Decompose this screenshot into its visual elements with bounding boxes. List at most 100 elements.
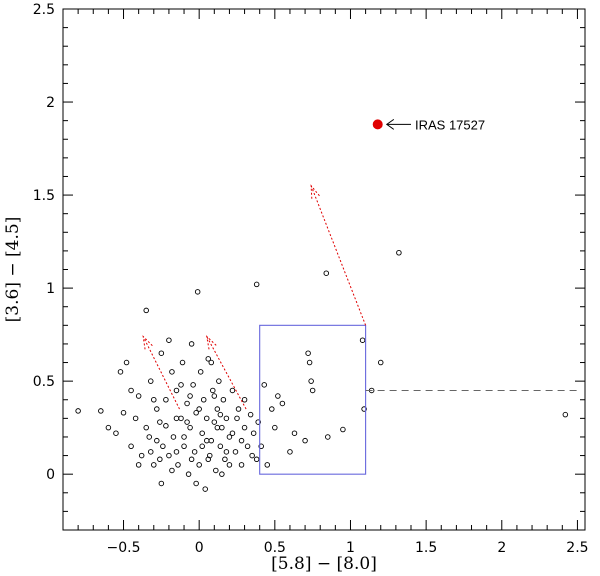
data-point <box>187 424 193 431</box>
data-point <box>269 406 275 412</box>
data-point <box>361 406 367 412</box>
y-tick-label: 2.5 <box>33 2 55 18</box>
data-point <box>135 393 142 399</box>
data-point <box>234 415 240 422</box>
y-tick-label: 0.5 <box>33 374 55 390</box>
data-point <box>208 359 215 366</box>
data-point <box>253 281 260 288</box>
x-tick-label: 2.5 <box>566 540 588 556</box>
data-point <box>123 359 130 366</box>
data-point <box>229 387 236 394</box>
data-point <box>160 443 166 450</box>
data-point <box>75 408 81 414</box>
data-point <box>173 449 180 455</box>
y-tick-label: 0 <box>46 467 55 483</box>
data-point <box>148 449 154 455</box>
data-point <box>287 449 293 455</box>
data-point <box>184 419 190 425</box>
data-point <box>222 456 228 463</box>
data-point <box>154 437 160 444</box>
x-tick-label: −0.5 <box>107 540 141 556</box>
data-point <box>163 423 169 429</box>
data-point <box>173 387 180 394</box>
axis-ticks <box>62 8 585 531</box>
data-point <box>272 424 278 431</box>
data-point <box>191 449 198 455</box>
data-point <box>279 400 286 407</box>
data-point <box>188 341 195 347</box>
data-point <box>211 393 218 399</box>
annotation-arrowhead <box>385 118 395 130</box>
y-tick-label: 1 <box>46 281 55 297</box>
x-tick-label: 0.5 <box>264 540 286 556</box>
reddening-vector <box>142 336 180 410</box>
data-point <box>157 456 163 463</box>
data-point <box>169 467 175 474</box>
x-tick-label: 1 <box>346 540 355 556</box>
data-point <box>226 462 233 468</box>
data-point <box>151 462 157 468</box>
data-point <box>214 406 221 412</box>
data-points <box>75 250 569 492</box>
data-point <box>143 424 149 431</box>
data-point <box>226 434 233 440</box>
data-point <box>244 443 251 450</box>
data-point <box>219 424 225 431</box>
y-tick-label: 2 <box>46 95 55 111</box>
data-point <box>175 462 181 468</box>
data-point <box>238 462 245 468</box>
annotation-label: IRAS 17527 <box>415 117 485 132</box>
x-axis-title: [5.8] − [8.0] <box>271 554 377 574</box>
y-tick-label: 1.5 <box>33 188 55 204</box>
data-point <box>211 419 218 425</box>
data-point <box>325 434 331 440</box>
data-point <box>261 382 267 388</box>
axis-tick-labels: −0.5 0 0.5 1 1.5 2 2.5 0 0.5 1 1.5 2 2.5 <box>33 2 589 556</box>
data-point <box>275 393 281 399</box>
data-point <box>199 430 205 436</box>
y-axis-title: [3.6] − [4.5] <box>3 217 23 323</box>
data-point <box>151 397 157 403</box>
data-point <box>132 415 139 422</box>
data-point <box>128 387 134 394</box>
data-point <box>181 443 187 450</box>
data-point <box>143 307 149 314</box>
data-point <box>223 449 230 455</box>
data-point <box>247 411 254 418</box>
data-point <box>138 452 145 459</box>
data-point <box>181 434 187 440</box>
data-point <box>217 411 224 418</box>
data-point <box>562 411 569 418</box>
data-point <box>241 424 248 431</box>
data-point <box>196 462 202 468</box>
data-point <box>188 456 195 463</box>
data-point <box>264 462 271 468</box>
data-point <box>202 486 208 492</box>
data-point <box>255 419 261 425</box>
data-point <box>163 397 169 403</box>
data-point <box>235 406 242 412</box>
data-point <box>98 408 104 414</box>
data-point <box>323 270 330 276</box>
selection-box <box>259 324 367 475</box>
data-point <box>166 337 172 343</box>
data-point <box>306 359 313 366</box>
x-tick-label: 1.5 <box>415 540 437 556</box>
data-point <box>200 397 207 403</box>
data-point <box>169 369 175 375</box>
reddening-vector-head <box>142 335 153 350</box>
data-point <box>146 434 152 440</box>
data-point <box>309 387 316 394</box>
reddening-vector <box>310 185 367 326</box>
data-point <box>305 350 311 356</box>
data-point <box>117 369 124 375</box>
data-point <box>377 359 384 366</box>
data-point <box>113 430 119 436</box>
data-point <box>258 443 264 450</box>
data-point <box>120 410 127 416</box>
data-point <box>229 430 236 436</box>
data-point <box>217 443 224 450</box>
data-point <box>250 430 257 436</box>
reddening-vector-head <box>310 184 320 199</box>
